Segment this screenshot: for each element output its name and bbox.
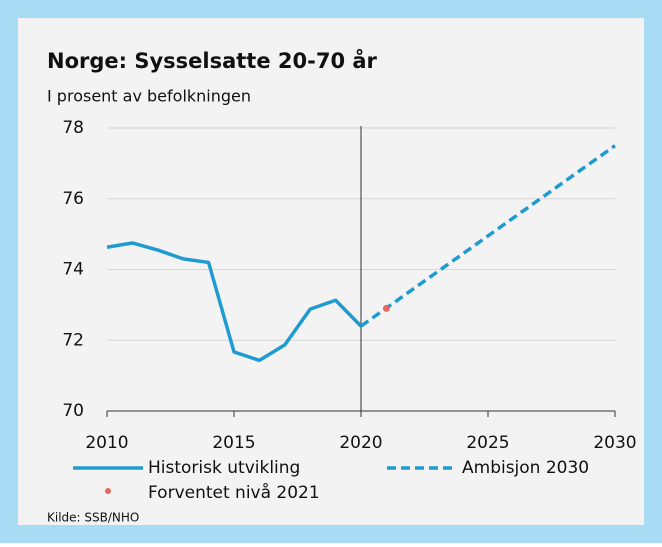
x-tick-label: 2010 bbox=[85, 433, 128, 453]
y-tick-label: 76 bbox=[62, 189, 84, 209]
legend-label: Ambisjon 2030 bbox=[462, 458, 589, 478]
x-tick-label: 2025 bbox=[466, 433, 509, 453]
y-tick-label: 70 bbox=[62, 401, 84, 421]
legend-label: Historisk utvikling bbox=[148, 458, 300, 478]
data-point bbox=[382, 304, 390, 312]
source: Kilde: SSB/NHO bbox=[47, 511, 139, 525]
x-tick-label: 2030 bbox=[593, 433, 636, 453]
data-line bbox=[106, 241, 363, 363]
legend-marker bbox=[105, 488, 111, 494]
legend-label: Forventet nivå 2021 bbox=[148, 482, 320, 503]
chart-subtitle: I prosent av befolkningen bbox=[47, 87, 251, 106]
x-tick-label: 2015 bbox=[212, 433, 255, 453]
x-tick-label: 2020 bbox=[339, 433, 382, 453]
chart-title: Norge: Sysselsatte 20-70 år bbox=[47, 48, 378, 73]
data-line bbox=[359, 144, 617, 328]
y-tick-label: 72 bbox=[62, 330, 84, 350]
panel bbox=[18, 18, 644, 525]
y-tick-label: 78 bbox=[62, 118, 84, 138]
y-tick-label: 74 bbox=[62, 260, 84, 280]
